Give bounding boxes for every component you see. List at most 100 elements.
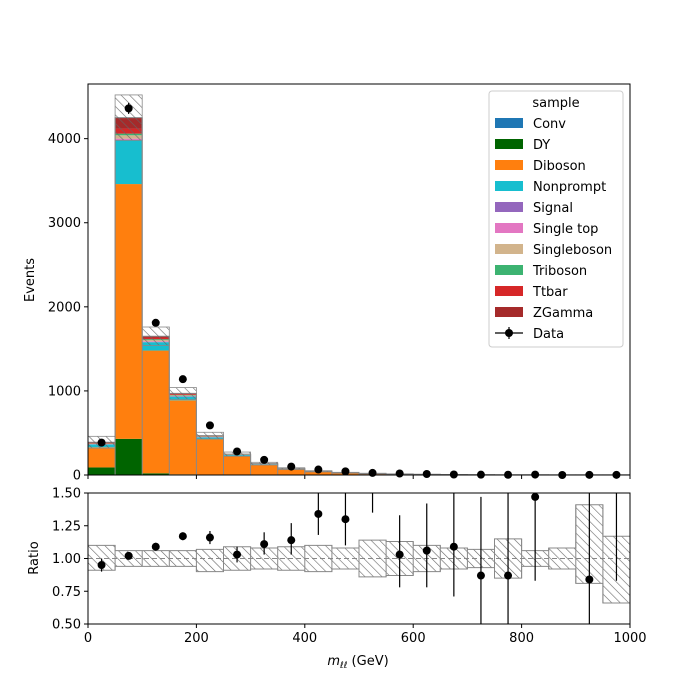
legend-label: Data (533, 327, 564, 342)
ratio-y-ticks: 0.50 0.75 1.00 1.25 1.50 (52, 487, 88, 633)
bar-diboson (115, 184, 143, 439)
ratio-point (233, 550, 242, 559)
y-tick-label: 0 (73, 469, 81, 484)
y-tick-label: 4000 (48, 132, 81, 147)
ratio-panel: 0.50 0.75 1.00 1.25 1.50 0 200 400 600 800 1000 R… (27, 487, 647, 672)
ratio-point (504, 571, 513, 580)
legend-label: Ttbar (532, 285, 568, 300)
y-axis-label-events: Events (23, 258, 38, 302)
uncertainty-bin (195, 431, 224, 440)
ratio-point (97, 561, 106, 570)
legend-swatch-zgamma (495, 307, 523, 317)
main-y-ticks: 0 1000 2000 3000 4000 (48, 132, 88, 484)
legend-data-marker (505, 329, 513, 337)
uncertainty-bin (114, 94, 143, 141)
ratio-band-bin (304, 545, 332, 572)
ratio-point (449, 542, 458, 551)
data-point (395, 469, 404, 478)
x-tick-label: 1000 (613, 631, 646, 646)
legend-swatch-dy (495, 139, 523, 149)
y-tick-label: 3000 (48, 216, 81, 231)
data-point (151, 318, 160, 327)
uncertainty-bin (168, 387, 197, 400)
bar-diboson (277, 469, 305, 475)
legend-swatch-ttbar (495, 286, 523, 296)
bar-dy (115, 438, 143, 475)
data-point (260, 455, 269, 464)
legend-swatch-triboson (495, 265, 523, 275)
x-tick-label: 800 (509, 631, 534, 646)
bar-dy (88, 467, 116, 475)
bar-nonprompt (142, 342, 170, 351)
x-axis-label-symbol: m (327, 654, 340, 669)
uncertainty-bin (141, 326, 170, 346)
data-point (287, 462, 296, 471)
legend-swatch-nonprompt (495, 181, 523, 191)
legend-swatch-signal (495, 202, 523, 212)
ratio-y-tick-label: 0.50 (52, 618, 81, 633)
bar-diboson (223, 456, 251, 475)
legend-label: Triboson (532, 264, 587, 279)
ratio-point (124, 551, 133, 560)
bar-diboson (169, 400, 197, 475)
ratio-y-tick-label: 0.75 (52, 585, 81, 600)
ratio-point (314, 509, 323, 518)
x-tick-label: 400 (292, 631, 317, 646)
y-tick-label: 1000 (48, 384, 81, 399)
ratio-point (341, 515, 350, 524)
x-tick-label: 200 (184, 631, 209, 646)
data-point (368, 468, 377, 477)
legend: sample Conv DY Diboson Nonprompt Signal Singl… (488, 90, 624, 348)
data-point (178, 375, 187, 384)
main-panel: 0 1000 2000 3000 4000 Events (23, 83, 631, 484)
legend-frame (488, 90, 624, 348)
ratio-y-tick-label: 1.00 (52, 552, 81, 567)
ratio-points (97, 493, 618, 624)
legend-label: Singleboson (533, 243, 612, 258)
data-point (233, 447, 242, 456)
ratio-band-upper-edge (88, 504, 630, 552)
legend-label: DY (533, 138, 550, 153)
bar-diboson (142, 350, 170, 474)
legend-label: Diboson (533, 159, 586, 174)
ratio-point (531, 493, 540, 501)
ratio-point (205, 533, 214, 542)
ratio-x-ticks: 0 200 400 600 800 1000 (84, 624, 647, 646)
ratio-band-lower-edge (88, 565, 630, 604)
bar-dy (142, 473, 170, 475)
legend-label: Single top (533, 222, 598, 237)
ratio-point (287, 536, 296, 545)
bar-diboson (88, 447, 116, 468)
y-axis-label-ratio: Ratio (27, 541, 42, 574)
data-point (341, 467, 350, 476)
legend-label: ZGamma (533, 306, 593, 321)
x-tick-label: 0 (84, 631, 92, 646)
bar-diboson (196, 439, 224, 475)
x-tick-label: 600 (401, 631, 426, 646)
x-axis-label-subscript: ℓℓ (339, 661, 347, 671)
ratio-y-tick-label: 1.50 (52, 487, 81, 502)
x-axis-label: mℓℓ (GeV) (327, 654, 388, 671)
main-axes-frame (87, 83, 631, 476)
ratio-point (178, 532, 187, 541)
x-axis-label-unit: (GeV) (347, 654, 388, 669)
legend-label: Signal (533, 201, 573, 216)
legend-swatch-singleboson (495, 244, 523, 254)
ratio-point (260, 540, 269, 549)
ratio-band-bin (169, 550, 197, 567)
bar-diboson (250, 464, 278, 475)
ratio-band-bin (196, 549, 224, 572)
data-point (124, 104, 133, 113)
legend-title: sample (532, 96, 579, 111)
main-x-ticks (87, 475, 631, 479)
y-tick-label: 2000 (48, 300, 81, 315)
data-point (97, 438, 106, 447)
ratio-y-tick-label: 1.25 (52, 519, 81, 534)
ratio-point (151, 542, 160, 551)
ratio-point (585, 575, 594, 584)
legend-swatch-diboson (495, 160, 523, 170)
legend-swatch-conv (495, 118, 523, 128)
bar-nonprompt (115, 140, 143, 185)
legend-label: Conv (533, 117, 566, 132)
